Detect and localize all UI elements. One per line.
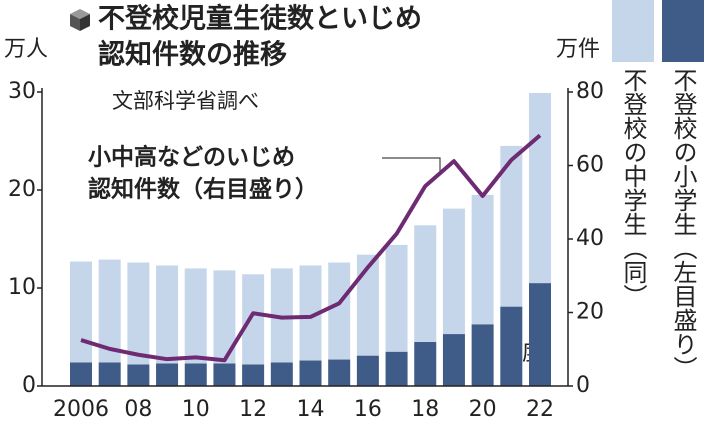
bar xyxy=(184,363,207,386)
legend-swatch xyxy=(612,0,654,62)
y2-tick-label: 80 xyxy=(576,79,604,104)
annotation: 小中高などのいじめ xyxy=(88,144,295,171)
bar xyxy=(242,274,265,365)
y-tick-label: 0 xyxy=(22,373,36,398)
x-tick-label: 12 xyxy=(239,397,267,422)
x-tick-label: 22 xyxy=(526,397,554,422)
y-axis-label: 万人 xyxy=(4,37,48,62)
y-tick-label: 30 xyxy=(8,79,36,104)
bar xyxy=(156,363,179,386)
bar xyxy=(70,362,92,386)
bar xyxy=(299,265,322,361)
y2-tick-label: 20 xyxy=(576,300,604,325)
bar xyxy=(529,92,551,284)
bar xyxy=(471,324,494,386)
legend-label: 不登校の中学生（同） xyxy=(619,68,647,308)
legend-swatch xyxy=(662,0,704,62)
bar xyxy=(213,270,236,364)
bar xyxy=(127,262,150,365)
bar xyxy=(299,360,322,386)
bar xyxy=(70,261,92,363)
legend-label: 不登校の小学生（左目盛り） xyxy=(669,68,697,380)
bar xyxy=(270,268,293,363)
title-icon xyxy=(70,9,90,31)
y-tick-label: 20 xyxy=(8,177,36,202)
y2-tick-label: 0 xyxy=(576,373,590,398)
x-tick-label: 18 xyxy=(411,397,439,422)
bar xyxy=(414,225,437,342)
bar xyxy=(385,244,408,352)
x-tick-label: 10 xyxy=(182,397,210,422)
bars xyxy=(70,92,551,386)
bar xyxy=(356,355,379,386)
bar xyxy=(328,262,351,360)
bar xyxy=(356,254,379,356)
x-tick-label: 2006 xyxy=(53,397,109,422)
bar xyxy=(328,359,351,386)
y2-tick-label: 40 xyxy=(576,226,604,251)
bar xyxy=(98,259,121,363)
x-tick-label: 08 xyxy=(124,397,152,422)
bar xyxy=(471,194,494,325)
bar xyxy=(270,362,293,386)
y2-tick-label: 60 xyxy=(576,153,604,178)
bar xyxy=(529,283,551,386)
chart-title: 不登校児童生徒数といじめ xyxy=(98,3,422,35)
bar xyxy=(442,208,465,335)
subtitle: 文部科学省調べ xyxy=(112,89,259,113)
bar xyxy=(213,363,236,386)
bar xyxy=(242,364,265,386)
bar xyxy=(98,362,121,386)
annotation-leader xyxy=(382,157,441,172)
line xyxy=(80,133,542,363)
bar xyxy=(385,351,408,386)
x-tick-label: 16 xyxy=(354,397,382,422)
x-tick-label: 20 xyxy=(469,397,497,422)
bar xyxy=(184,268,207,364)
bar xyxy=(127,364,150,386)
bar xyxy=(500,145,523,307)
bar xyxy=(414,341,437,386)
bar xyxy=(156,265,179,364)
bar xyxy=(442,334,465,386)
chart-title: 認知件数の推移 xyxy=(98,39,287,71)
x-tick-label: 14 xyxy=(297,397,325,422)
y2-axis-label: 万件 xyxy=(556,37,600,62)
y-tick-label: 10 xyxy=(8,275,36,300)
bar xyxy=(500,306,523,386)
annotation: 認知件数（右目盛り） xyxy=(88,176,318,203)
